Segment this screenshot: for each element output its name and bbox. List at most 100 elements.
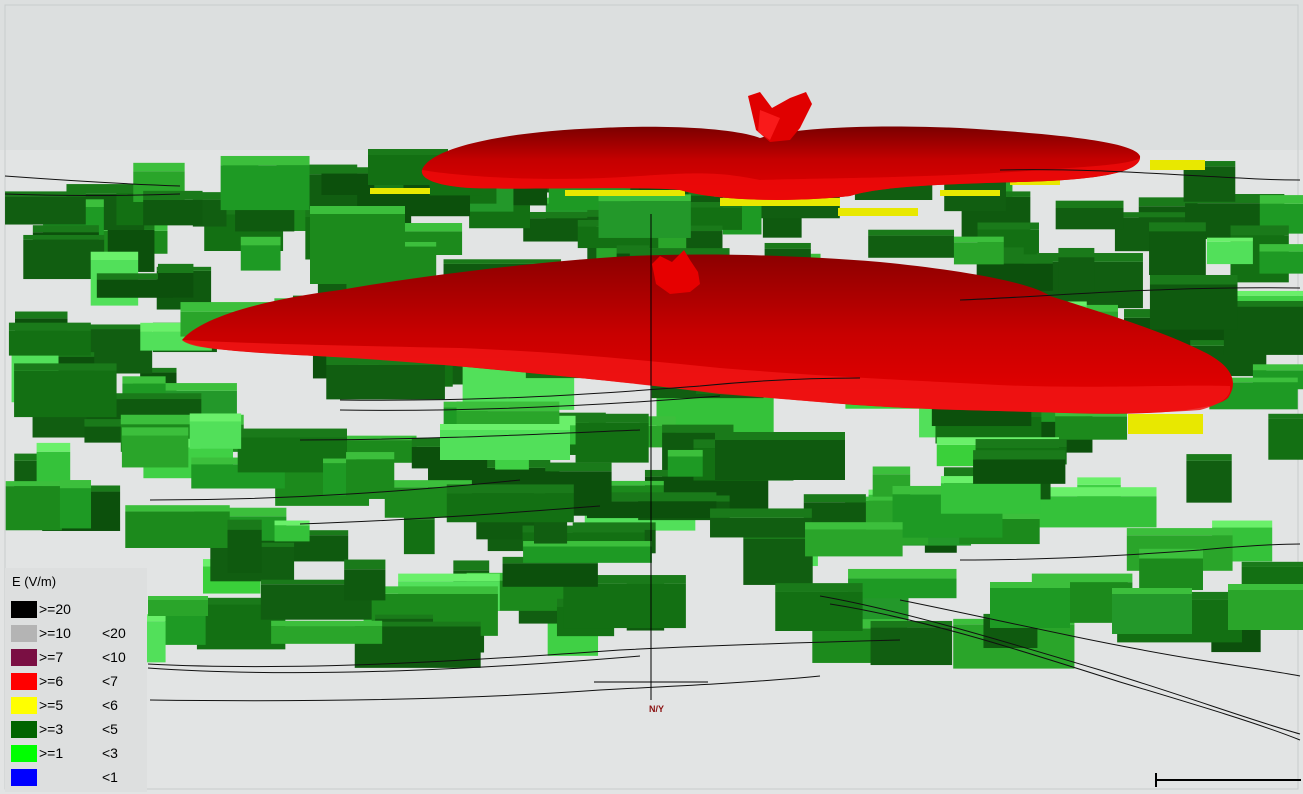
building-roof [872, 466, 911, 475]
legend-swatch [11, 625, 37, 642]
legend-swatch [11, 721, 37, 738]
building [271, 626, 383, 644]
building [502, 563, 598, 587]
building [598, 201, 691, 238]
building [710, 517, 812, 538]
building [148, 600, 208, 616]
building [953, 242, 1004, 265]
building-roof [453, 560, 490, 571]
building-roof [32, 225, 99, 233]
legend-item: >=20 [11, 600, 147, 620]
building [274, 525, 310, 542]
building-roof [1149, 274, 1238, 285]
building-roof [686, 225, 723, 232]
building [5, 196, 86, 225]
building [220, 165, 310, 211]
building [743, 538, 813, 585]
legend-upper-bound: <10 [102, 649, 126, 665]
building-roof [428, 457, 551, 468]
building-roof [23, 234, 105, 240]
building-roof [805, 522, 903, 530]
building [1259, 251, 1303, 274]
building-roof [66, 184, 145, 194]
legend-swatch [11, 673, 37, 690]
building-roof [125, 505, 230, 512]
building [143, 199, 203, 226]
scale-bar [1155, 773, 1301, 787]
building [868, 235, 955, 258]
building-roof [368, 149, 448, 155]
building-roof-high-field [370, 188, 430, 194]
building [1112, 594, 1192, 634]
building [310, 214, 405, 284]
building-roof [148, 596, 208, 600]
legend-item: >=3 <5 [11, 720, 147, 740]
legend-swatch [11, 769, 37, 786]
building-roof [764, 242, 811, 249]
building-roof [276, 164, 358, 175]
building-roof [545, 462, 612, 472]
building-roof [575, 413, 649, 423]
building [575, 422, 649, 463]
building-roof [1186, 454, 1232, 461]
legend-item: <1 [11, 768, 147, 788]
building-roof [456, 401, 560, 412]
building-roof [1183, 161, 1236, 167]
building-roof [1252, 364, 1303, 371]
building [59, 488, 92, 529]
building [1139, 558, 1203, 591]
building-roof [1031, 573, 1133, 583]
building [403, 519, 435, 555]
scene-axes [594, 214, 708, 700]
legend-upper-bound: <20 [102, 625, 126, 641]
building-roof [1212, 520, 1273, 528]
building-roof [523, 212, 599, 219]
legend-swatch [11, 649, 37, 666]
building-roof [344, 559, 386, 570]
building-roof-high-field [720, 198, 840, 206]
building-roof [143, 190, 203, 200]
building-roof [346, 452, 395, 460]
building-roof-high-field [565, 190, 685, 196]
building-roof [1126, 528, 1233, 536]
building-roof [1259, 195, 1303, 204]
building [189, 421, 242, 449]
building-roof [953, 236, 1004, 243]
field-strength-legend: E (V/m) >=20 >=10 <20 >=7 <10 >=6 <7 >=5… [5, 568, 147, 792]
building-roof [120, 414, 244, 425]
building [1149, 231, 1206, 276]
building-roof-high-field [1010, 180, 1060, 185]
building-roof [36, 442, 71, 452]
building-roof [180, 302, 293, 312]
building-roof [398, 573, 500, 582]
building [14, 370, 117, 418]
building-roof [443, 259, 562, 264]
building-roof [1139, 548, 1203, 559]
building-roof [522, 525, 645, 533]
building-roof [132, 383, 237, 391]
building [1055, 207, 1124, 230]
legend-item: >=10 <20 [11, 624, 147, 644]
building-roof [1167, 340, 1267, 346]
building-roof-high-field [940, 190, 1000, 196]
building-roof-high-field [1128, 414, 1203, 434]
building-roof [260, 579, 381, 585]
building-roof [975, 439, 1067, 448]
building [440, 430, 570, 460]
building-roof [523, 541, 652, 547]
building-roof [943, 467, 991, 477]
legend-upper-bound: <5 [102, 721, 118, 737]
building [805, 529, 903, 557]
building-roof [1209, 377, 1298, 383]
legend-upper-bound: <3 [102, 745, 118, 761]
legend-title: E (V/m) [12, 574, 57, 589]
building-roof [274, 520, 310, 526]
building [125, 511, 230, 548]
building-roof [192, 192, 227, 200]
building-roof [845, 496, 929, 501]
legend-lower-bound: >=6 [39, 673, 64, 689]
legend-upper-bound: <1 [102, 769, 118, 785]
legend-lower-bound: >=5 [39, 697, 64, 713]
building [157, 272, 194, 298]
